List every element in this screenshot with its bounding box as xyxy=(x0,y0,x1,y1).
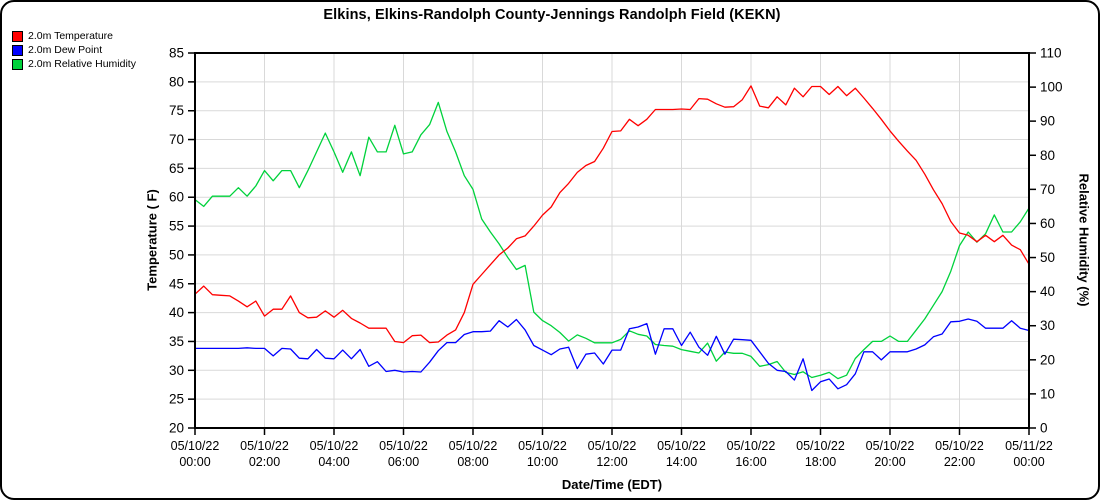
legend-item-relative-humidity: 2.0m Relative Humidity xyxy=(12,58,136,71)
axis-tick-label: 06:00 xyxy=(388,455,419,469)
axis-tick-label: 16:00 xyxy=(735,455,766,469)
axis-tick-label: 10:00 xyxy=(527,455,558,469)
axis-tick-label: 45 xyxy=(169,276,184,291)
humidity-swatch-icon xyxy=(12,59,23,70)
axis-tick-label: 12:00 xyxy=(596,455,627,469)
axis-tick-label: 25 xyxy=(169,392,184,407)
axis-tick-label: 110 xyxy=(1040,46,1062,61)
legend-item-dew-point: 2.0m Dew Point xyxy=(12,44,136,57)
axis-tick-label: 05/10/22 xyxy=(171,439,220,453)
axis-tick-label: 60 xyxy=(1040,216,1055,231)
axis-tick-label: 00:00 xyxy=(179,455,210,469)
axis-tick-label: 22:00 xyxy=(944,455,975,469)
legend-label: 2.0m Temperature xyxy=(28,30,114,42)
axis-tick-label: 20 xyxy=(1040,352,1055,367)
axis-tick-label: 05/10/22 xyxy=(310,439,359,453)
axis-tick-label: 05/11/22 xyxy=(1005,439,1053,453)
axis-tick-label: 90 xyxy=(1040,114,1055,129)
axis-tick-label: 14:00 xyxy=(666,455,697,469)
legend-label: 2.0m Dew Point xyxy=(28,44,103,56)
axis-tick-label: 08:00 xyxy=(457,455,488,469)
humidity-line xyxy=(194,101,1030,380)
temperature-line xyxy=(194,85,1030,344)
axis-tick-label: 80 xyxy=(169,74,184,89)
axis-tick-label: 40 xyxy=(169,305,184,320)
axis-tick-label: 10 xyxy=(1040,386,1055,401)
axis-tick-label: 80 xyxy=(1040,148,1055,163)
axis-tick-label: 85 xyxy=(169,46,184,61)
axis-tick-label: 02:00 xyxy=(249,455,280,469)
axis-tick-label: 100 xyxy=(1040,80,1063,95)
axis-tick-label: 70 xyxy=(169,132,184,147)
axis-tick-label: 30 xyxy=(169,363,184,378)
axis-tick-label: 05/10/22 xyxy=(518,439,567,453)
axis-tick-label: 20 xyxy=(169,421,184,436)
axis-tick-label: 05/10/22 xyxy=(657,439,706,453)
chart-title: Elkins, Elkins-Randolph County-Jennings … xyxy=(323,7,781,23)
axis-tick-label: 18:00 xyxy=(805,455,836,469)
axis-tick-label: 40 xyxy=(1040,284,1055,299)
axis-tick-label: 30 xyxy=(1040,318,1055,333)
axis-tick-label: 35 xyxy=(169,334,184,349)
legend-label: 2.0m Relative Humidity xyxy=(28,58,136,70)
axis-tick-label: 05/10/22 xyxy=(240,439,289,453)
axis-tick-label: 05/10/22 xyxy=(588,439,637,453)
axis-tick-label: 05/10/22 xyxy=(727,439,776,453)
axis-tick-label: 60 xyxy=(169,190,184,205)
axis-tick-label: 05/10/22 xyxy=(796,439,845,453)
dew-point-line xyxy=(195,318,1030,392)
axis-tick-label: 75 xyxy=(169,103,184,118)
axis-tick-label: 05/10/22 xyxy=(866,439,915,453)
temperature-swatch-icon xyxy=(12,31,23,42)
axis-tick-label: 65 xyxy=(169,161,184,176)
axis-tick-label: 50 xyxy=(1040,250,1055,265)
axis-tick-label: 0 xyxy=(1040,421,1048,436)
legend-item-temperature: 2.0m Temperature xyxy=(12,30,136,43)
axis-tick-label: 70 xyxy=(1040,182,1055,197)
x-axis-title: Date/Time (EDT) xyxy=(561,477,663,492)
axis-tick-label: 55 xyxy=(169,219,184,234)
chart-legend: 2.0m Temperature 2.0m Dew Point 2.0m Rel… xyxy=(12,30,136,72)
axis-tick-label: 05/10/22 xyxy=(449,439,498,453)
axis-tick-label: 20:00 xyxy=(874,455,905,469)
axis-tick-label: 50 xyxy=(169,247,184,262)
dew-point-swatch-icon xyxy=(12,45,23,56)
axis-tick-label: 05/10/22 xyxy=(379,439,428,453)
axis-tick-label: 05/10/22 xyxy=(935,439,984,453)
axis-tick-label: 04:00 xyxy=(318,455,349,469)
axis-tick-label: 00:00 xyxy=(1013,455,1044,469)
